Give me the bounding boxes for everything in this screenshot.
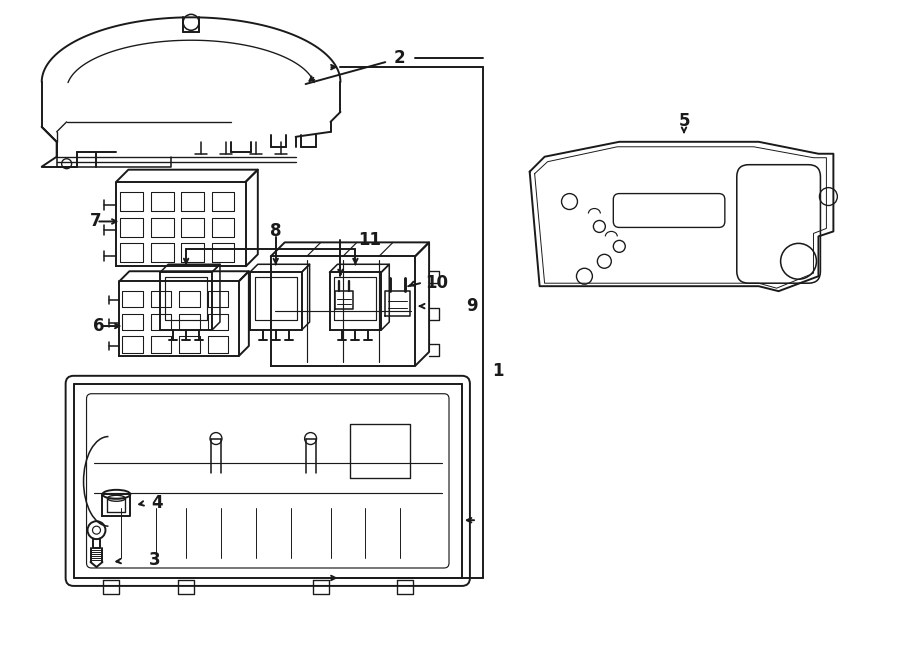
Text: 4: 4 bbox=[151, 494, 163, 512]
Text: 2: 2 bbox=[393, 49, 405, 67]
Text: 8: 8 bbox=[270, 222, 282, 241]
Text: 11: 11 bbox=[358, 231, 382, 249]
Text: 10: 10 bbox=[425, 274, 448, 292]
Text: 5: 5 bbox=[679, 112, 689, 130]
Text: 7: 7 bbox=[90, 212, 102, 231]
Text: 3: 3 bbox=[149, 551, 161, 569]
Text: 1: 1 bbox=[491, 362, 503, 380]
Text: 6: 6 bbox=[93, 317, 104, 335]
Text: 9: 9 bbox=[466, 297, 478, 315]
